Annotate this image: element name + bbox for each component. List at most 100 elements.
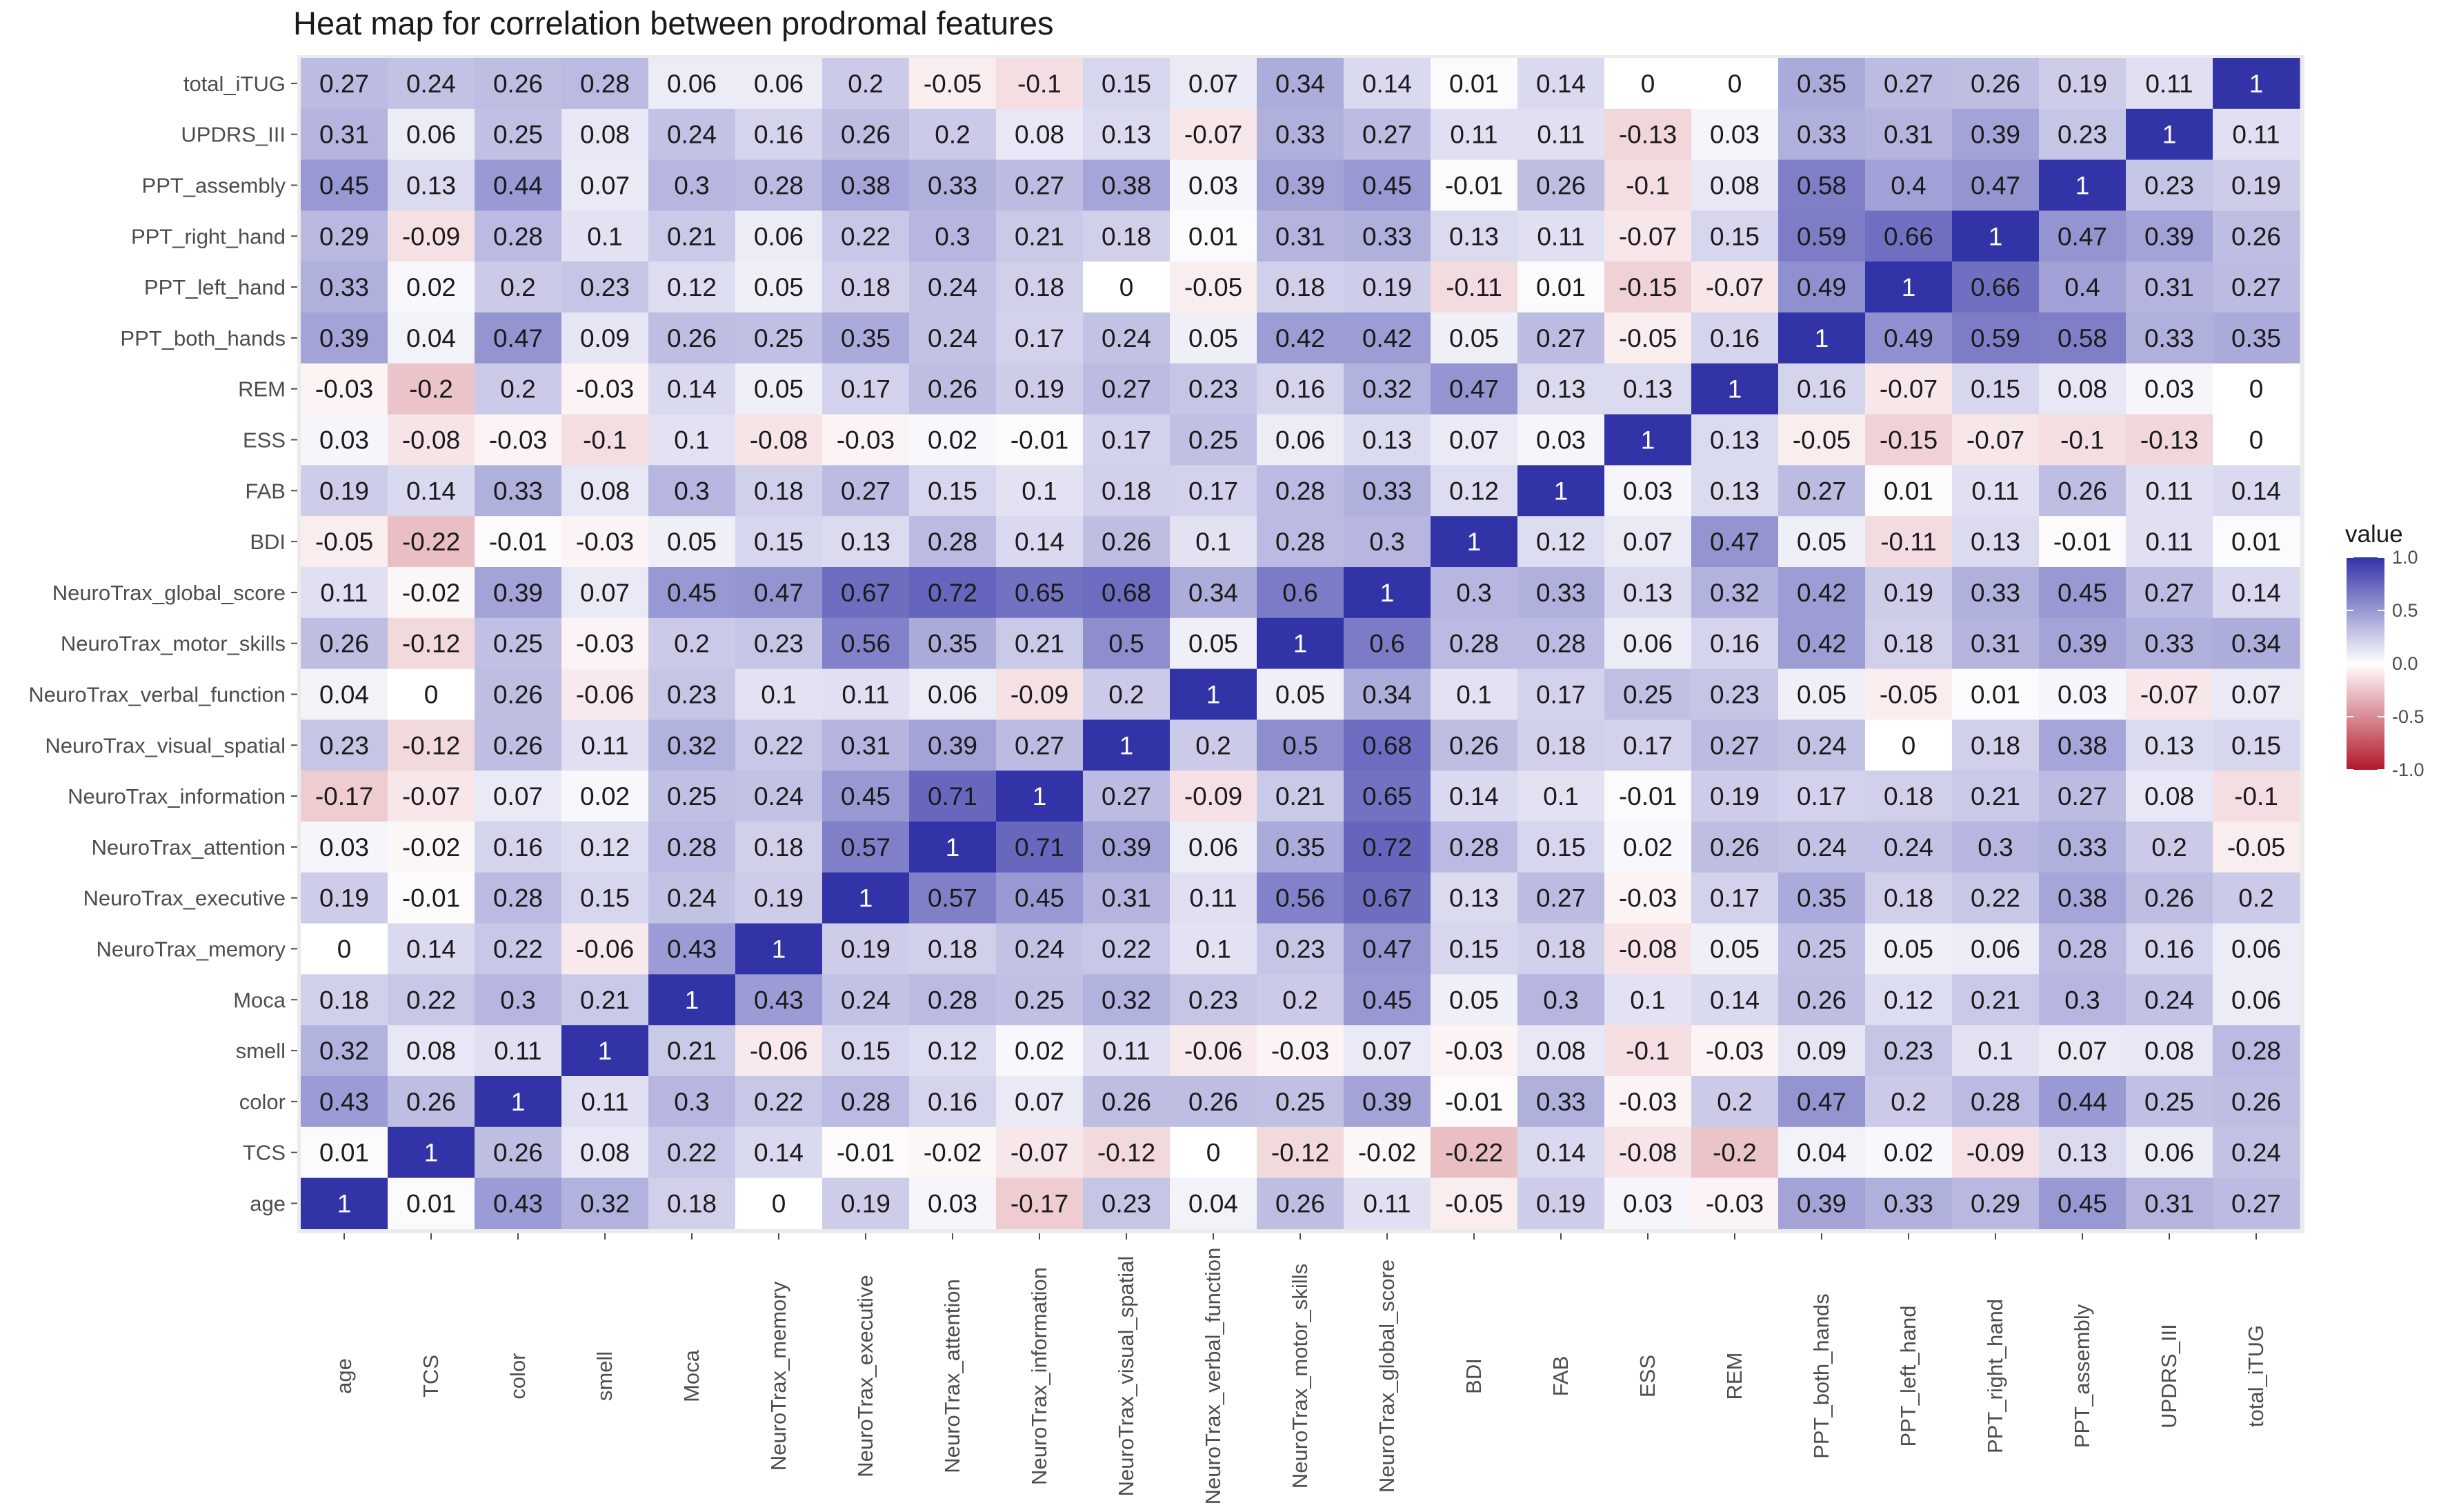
cell-value-label: 0.26: [493, 681, 543, 709]
heatmap-cell: [1952, 822, 2040, 873]
cell-value-label: 0.16: [1710, 324, 1760, 352]
cell-value-label: 0.4: [2064, 273, 2100, 301]
cell-value-label: 0.35: [928, 630, 977, 658]
cell-value-label: 0.33: [2144, 324, 2194, 352]
heatmap-cell: [301, 261, 388, 313]
cell-value-label: -0.01: [1010, 426, 1068, 455]
cell-value-label: 0.15: [1449, 935, 1499, 964]
cell-value-label: 0.22: [493, 935, 543, 964]
heatmap-cell: [1083, 822, 1171, 873]
heatmap-cell: [388, 617, 475, 670]
x-tick-label: TCS: [419, 1355, 443, 1397]
heatmap-cell: [648, 1076, 736, 1128]
heatmap-cell: [1170, 1177, 1257, 1229]
heatmap-cell: [2213, 1126, 2300, 1179]
cell-value-label: 0.57: [841, 833, 890, 862]
cell-value-label: -0.09: [1966, 1139, 2024, 1167]
cell-value-label: 0.27: [1015, 731, 1064, 759]
cell-value-label: 0.35: [1797, 70, 1846, 98]
heatmap-cell: [735, 465, 823, 517]
cell-value-label: 0.13: [2144, 731, 2194, 759]
heatmap-cell: [1952, 58, 2040, 110]
legend-tick-label: 0.5: [2392, 600, 2418, 621]
heatmap-cell: [1170, 822, 1257, 873]
cell-value-label: -0.01: [1445, 172, 1503, 200]
heatmap-cell: [648, 1177, 736, 1229]
y-tick-label: REM: [238, 377, 286, 401]
cell-value-label: 0.17: [1536, 681, 1586, 709]
cell-value-label: 0.5: [1282, 731, 1317, 759]
heatmap-cell: [1952, 617, 2040, 670]
heatmap-cell: [1170, 516, 1257, 568]
heatmap-cell: [388, 719, 475, 771]
cell-value-label: 0.31: [841, 731, 890, 759]
cell-value-label: 0.07: [1015, 1088, 1064, 1116]
heatmap-cell: [1865, 1076, 1953, 1128]
heatmap-cell: [301, 58, 388, 110]
heatmap-cell: [301, 567, 388, 619]
cell-value-label: 1: [511, 1088, 526, 1116]
heatmap-cell: [1691, 1126, 1779, 1179]
cell-value-label: 0.1: [1195, 528, 1231, 556]
cell-value-label: 0.35: [2231, 324, 2281, 352]
cell-value-label: 0.47: [493, 324, 543, 352]
heatmap-cell: [1604, 58, 1692, 110]
cell-value-label: 0.2: [500, 375, 535, 404]
cell-value-label: 0.71: [928, 782, 977, 810]
cell-value-label: 0.18: [1884, 884, 1933, 913]
heatmap-cell: [1778, 261, 1866, 313]
cell-value-label: 0.28: [493, 222, 543, 250]
x-tick-label: age: [332, 1358, 356, 1394]
cell-value-label: -0.12: [402, 731, 460, 759]
heatmap-cell: [1344, 1076, 1431, 1128]
cell-value-label: 0.08: [2144, 782, 2194, 810]
heatmap-cell: [1344, 58, 1431, 110]
heatmap-cell: [1431, 159, 1518, 211]
heatmap-cell: [1604, 872, 1692, 924]
cell-value-label: 0.15: [754, 528, 804, 556]
cell-value-label: -0.01: [402, 884, 460, 913]
cell-value-label: 0.19: [2231, 172, 2281, 200]
heatmap-cell: [909, 923, 997, 975]
cell-value-label: 0.33: [1275, 121, 1325, 149]
cell-value-label: 0.21: [1275, 782, 1325, 810]
heatmap-cell: [909, 414, 997, 466]
heatmap-cell: [735, 822, 823, 873]
cell-value-label: -0.03: [1445, 1037, 1503, 1065]
cell-value-label: 0: [1728, 70, 1742, 98]
heatmap-cell: [1257, 363, 1344, 415]
heatmap-cell: [2213, 312, 2300, 364]
cell-value-label: 0.06: [1971, 935, 2020, 964]
heatmap-cell: [388, 58, 475, 110]
cell-value-label: 0.05: [754, 273, 804, 301]
cell-value-label: 0.27: [2231, 1190, 2281, 1218]
cell-value-label: 0.16: [754, 121, 804, 149]
cell-value-label: 0.39: [1362, 1088, 1412, 1116]
cell-value-label: 0.33: [493, 477, 543, 505]
heatmap-cell: [388, 261, 475, 313]
cell-value-label: 0.43: [667, 935, 717, 964]
cell-value-label: 0.66: [1971, 273, 2020, 301]
y-tick-label: NeuroTrax_verbal_function: [28, 683, 286, 707]
cell-value-label: 0.08: [1710, 172, 1760, 200]
heatmap-cell: [822, 1025, 910, 1077]
cell-value-label: 0.3: [1543, 986, 1578, 1014]
cell-value-label: 0.31: [1971, 630, 2020, 658]
cell-value-label: 0.27: [2058, 782, 2107, 810]
heatmap-cell: [1170, 1126, 1257, 1179]
heatmap-cell: [2039, 210, 2127, 262]
cell-value-label: 0.24: [667, 121, 717, 149]
heatmap-cell: [1604, 822, 1692, 873]
heatmap-cell: [1170, 567, 1257, 619]
cell-value-label: 0.18: [319, 986, 369, 1014]
heatmap-cell: [822, 974, 910, 1026]
heatmap-cell: [648, 1126, 736, 1179]
cell-value-label: 0.38: [2058, 731, 2107, 759]
heatmap-cell: [1865, 719, 1953, 771]
cell-value-label: 0.33: [928, 172, 977, 200]
cell-value-label: 0.28: [667, 833, 717, 862]
heatmap-cell: [996, 770, 1084, 822]
heatmap-cell: [301, 414, 388, 466]
cell-value-label: 0.26: [841, 121, 890, 149]
heatmap-cell: [909, 822, 997, 873]
